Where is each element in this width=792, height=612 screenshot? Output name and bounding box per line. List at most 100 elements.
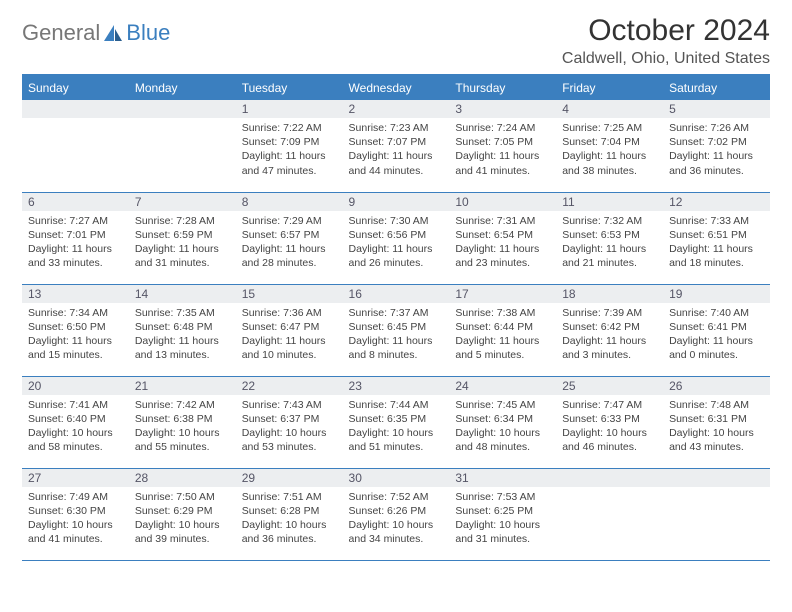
sunset-line: Sunset: 7:02 PM <box>669 135 764 149</box>
sunrise-line: Sunrise: 7:41 AM <box>28 398 123 412</box>
daylight-line: Daylight: 11 hours and 36 minutes. <box>669 149 764 177</box>
day-details: Sunrise: 7:35 AMSunset: 6:48 PMDaylight:… <box>129 303 236 367</box>
calendar-cell: 14Sunrise: 7:35 AMSunset: 6:48 PMDayligh… <box>129 284 236 376</box>
day-details: Sunrise: 7:27 AMSunset: 7:01 PMDaylight:… <box>22 211 129 275</box>
day-details: Sunrise: 7:50 AMSunset: 6:29 PMDaylight:… <box>129 487 236 551</box>
day-number: 11 <box>556 193 663 211</box>
day-details: Sunrise: 7:36 AMSunset: 6:47 PMDaylight:… <box>236 303 343 367</box>
sunset-line: Sunset: 6:31 PM <box>669 412 764 426</box>
sunset-line: Sunset: 6:26 PM <box>349 504 444 518</box>
calendar-cell: 19Sunrise: 7:40 AMSunset: 6:41 PMDayligh… <box>663 284 770 376</box>
day-number: 5 <box>663 100 770 118</box>
sunset-line: Sunset: 6:33 PM <box>562 412 657 426</box>
daylight-line: Daylight: 11 hours and 33 minutes. <box>28 242 123 270</box>
sunrise-line: Sunrise: 7:40 AM <box>669 306 764 320</box>
day-details: Sunrise: 7:29 AMSunset: 6:57 PMDaylight:… <box>236 211 343 275</box>
sunset-line: Sunset: 6:41 PM <box>669 320 764 334</box>
day-details: Sunrise: 7:45 AMSunset: 6:34 PMDaylight:… <box>449 395 556 459</box>
calendar-cell: 16Sunrise: 7:37 AMSunset: 6:45 PMDayligh… <box>343 284 450 376</box>
sunset-line: Sunset: 6:38 PM <box>135 412 230 426</box>
calendar-cell: 31 Sunrise: 7:53 AMSunset: 6:25 PMDayligh… <box>449 468 556 560</box>
sunrise-line: Sunrise: 7:43 AM <box>242 398 337 412</box>
day-details: Sunrise: 7:49 AMSunset: 6:30 PMDaylight:… <box>22 487 129 551</box>
day-number: 17 <box>449 285 556 303</box>
daylight-line: Daylight: 11 hours and 0 minutes. <box>669 334 764 362</box>
day-details: Sunrise: 7:25 AMSunset: 7:04 PMDaylight:… <box>556 118 663 182</box>
sunrise-line: Sunrise: 7:53 AM <box>455 490 550 504</box>
daylight-line: Daylight: 11 hours and 44 minutes. <box>349 149 444 177</box>
sunrise-line: Sunrise: 7:38 AM <box>455 306 550 320</box>
calendar-week-row: 20Sunrise: 7:41 AMSunset: 6:40 PMDayligh… <box>22 376 770 468</box>
sunrise-line: Sunrise: 7:30 AM <box>349 214 444 228</box>
location-subtitle: Caldwell, Ohio, United States <box>562 50 770 68</box>
day-number-empty <box>663 469 770 487</box>
daylight-line: Daylight: 11 hours and 21 minutes. <box>562 242 657 270</box>
day-details: Sunrise: 7:51 AMSunset: 6:28 PMDaylight:… <box>236 487 343 551</box>
sunset-line: Sunset: 6:30 PM <box>28 504 123 518</box>
day-number-empty <box>22 100 129 118</box>
daylight-line: Daylight: 10 hours and 31 minutes. <box>455 518 550 546</box>
day-number: 7 <box>129 193 236 211</box>
daylight-line: Daylight: 10 hours and 46 minutes. <box>562 426 657 454</box>
day-of-week-header: Wednesday <box>343 75 450 100</box>
brand-text-general: General <box>22 20 100 46</box>
brand-logo: General Blue <box>22 14 170 46</box>
day-number: 15 <box>236 285 343 303</box>
calendar-cell: 25Sunrise: 7:47 AMSunset: 6:33 PMDayligh… <box>556 376 663 468</box>
sunset-line: Sunset: 6:56 PM <box>349 228 444 242</box>
calendar-cell: 11Sunrise: 7:32 AMSunset: 6:53 PMDayligh… <box>556 192 663 284</box>
day-details: Sunrise: 7:52 AMSunset: 6:26 PMDaylight:… <box>343 487 450 551</box>
calendar-cell <box>556 468 663 560</box>
sunrise-line: Sunrise: 7:42 AM <box>135 398 230 412</box>
day-number: 29 <box>236 469 343 487</box>
sunrise-line: Sunrise: 7:36 AM <box>242 306 337 320</box>
calendar-cell: 5Sunrise: 7:26 AMSunset: 7:02 PMDaylight… <box>663 100 770 192</box>
day-number: 23 <box>343 377 450 395</box>
day-of-week-header: Sunday <box>22 75 129 100</box>
day-details: Sunrise: 7:47 AMSunset: 6:33 PMDaylight:… <box>556 395 663 459</box>
sunset-line: Sunset: 7:01 PM <box>28 228 123 242</box>
calendar-cell <box>22 100 129 192</box>
calendar-cell: 26Sunrise: 7:48 AMSunset: 6:31 PMDayligh… <box>663 376 770 468</box>
calendar-cell: 29Sunrise: 7:51 AMSunset: 6:28 PMDayligh… <box>236 468 343 560</box>
sunset-line: Sunset: 6:29 PM <box>135 504 230 518</box>
day-details: Sunrise: 7:26 AMSunset: 7:02 PMDaylight:… <box>663 118 770 182</box>
day-of-week-header: Monday <box>129 75 236 100</box>
daylight-line: Daylight: 10 hours and 36 minutes. <box>242 518 337 546</box>
sunrise-line: Sunrise: 7:52 AM <box>349 490 444 504</box>
calendar-cell <box>129 100 236 192</box>
sunset-line: Sunset: 6:59 PM <box>135 228 230 242</box>
sunset-line: Sunset: 6:45 PM <box>349 320 444 334</box>
sunset-line: Sunset: 6:28 PM <box>242 504 337 518</box>
daylight-line: Daylight: 11 hours and 23 minutes. <box>455 242 550 270</box>
day-number: 31 <box>449 469 556 487</box>
calendar-cell: 7Sunrise: 7:28 AMSunset: 6:59 PMDaylight… <box>129 192 236 284</box>
sunset-line: Sunset: 6:25 PM <box>455 504 550 518</box>
calendar-cell: 12Sunrise: 7:33 AMSunset: 6:51 PMDayligh… <box>663 192 770 284</box>
calendar-table: SundayMondayTuesdayWednesdayThursdayFrid… <box>22 74 770 561</box>
daylight-line: Daylight: 10 hours and 58 minutes. <box>28 426 123 454</box>
calendar-cell: 10Sunrise: 7:31 AMSunset: 6:54 PMDayligh… <box>449 192 556 284</box>
calendar-cell: 2Sunrise: 7:23 AMSunset: 7:07 PMDaylight… <box>343 100 450 192</box>
day-details: Sunrise: 7:22 AMSunset: 7:09 PMDaylight:… <box>236 118 343 182</box>
calendar-cell: 1Sunrise: 7:22 AMSunset: 7:09 PMDaylight… <box>236 100 343 192</box>
daylight-line: Daylight: 10 hours and 53 minutes. <box>242 426 337 454</box>
sunrise-line: Sunrise: 7:29 AM <box>242 214 337 228</box>
calendar-cell: 3Sunrise: 7:24 AMSunset: 7:05 PMDaylight… <box>449 100 556 192</box>
daylight-line: Daylight: 10 hours and 48 minutes. <box>455 426 550 454</box>
daylight-line: Daylight: 11 hours and 10 minutes. <box>242 334 337 362</box>
day-details: Sunrise: 7:24 AMSunset: 7:05 PMDaylight:… <box>449 118 556 182</box>
day-details: Sunrise: 7:43 AMSunset: 6:37 PMDaylight:… <box>236 395 343 459</box>
day-number: 13 <box>22 285 129 303</box>
day-details: Sunrise: 7:42 AMSunset: 6:38 PMDaylight:… <box>129 395 236 459</box>
daylight-line: Daylight: 11 hours and 41 minutes. <box>455 149 550 177</box>
day-number: 1 <box>236 100 343 118</box>
sunrise-line: Sunrise: 7:39 AM <box>562 306 657 320</box>
calendar-cell: 23Sunrise: 7:44 AMSunset: 6:35 PMDayligh… <box>343 376 450 468</box>
day-number: 20 <box>22 377 129 395</box>
calendar-cell: 21Sunrise: 7:42 AMSunset: 6:38 PMDayligh… <box>129 376 236 468</box>
month-title: October 2024 <box>562 14 770 48</box>
sunrise-line: Sunrise: 7:48 AM <box>669 398 764 412</box>
day-details: Sunrise: 7:39 AMSunset: 6:42 PMDaylight:… <box>556 303 663 367</box>
daylight-line: Daylight: 10 hours and 43 minutes. <box>669 426 764 454</box>
